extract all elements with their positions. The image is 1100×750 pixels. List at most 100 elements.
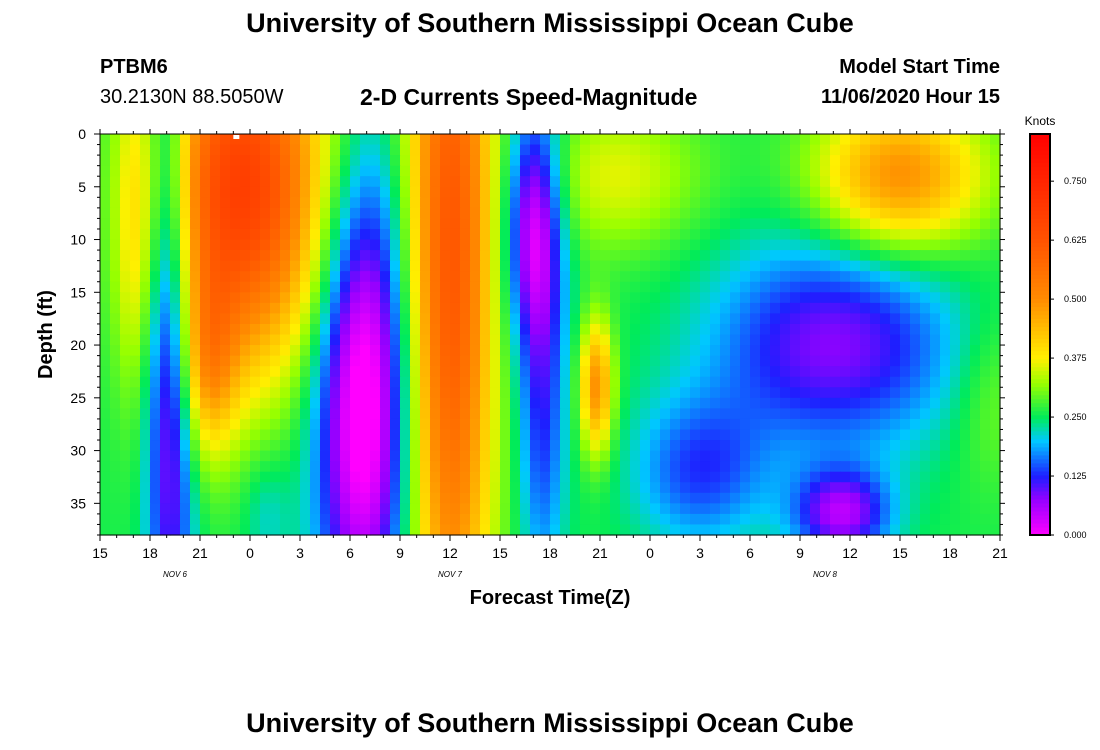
heatmap-cell: [480, 461, 491, 473]
heatmap-cell: [310, 397, 321, 409]
heatmap-cell: [510, 281, 521, 293]
heatmap-cell: [120, 355, 131, 367]
heatmap-cell: [810, 524, 821, 536]
heatmap-cell: [440, 440, 451, 452]
heatmap-cell: [960, 482, 971, 494]
heatmap-cell: [240, 207, 251, 220]
colorbar-swatch: [1030, 150, 1050, 155]
heatmap-cell: [540, 271, 551, 283]
heatmap-cell: [780, 313, 791, 325]
heatmap-cell: [650, 197, 661, 209]
heatmap-cell: [600, 503, 611, 515]
heatmap-cell: [540, 334, 551, 346]
heatmap-cell: [400, 492, 411, 504]
colorbar-swatch: [1030, 466, 1050, 472]
heatmap-cell: [140, 387, 151, 399]
heatmap-cell: [540, 144, 551, 156]
heatmap-cell: [950, 482, 961, 494]
heatmap-cell: [640, 418, 651, 431]
heatmap-cell: [770, 366, 781, 378]
x-tick-label: 15: [92, 545, 108, 561]
heatmap-cell: [110, 155, 121, 167]
heatmap-cell: [860, 176, 871, 188]
heatmap-cell: [550, 271, 561, 283]
heatmap-cell: [510, 271, 521, 283]
heatmap-cell: [440, 197, 451, 209]
heatmap-cell: [930, 292, 941, 304]
heatmap-cell: [520, 376, 531, 388]
heatmap-cell: [730, 429, 741, 441]
heatmap-cell: [180, 302, 191, 314]
heatmap-cell: [580, 376, 591, 388]
heatmap-cell: [980, 134, 991, 146]
heatmap-cell: [510, 228, 521, 241]
heatmap-cell: [980, 461, 991, 473]
heatmap-cell: [180, 440, 191, 452]
heatmap-cell: [330, 281, 341, 293]
heatmap-cell: [770, 144, 781, 156]
heatmap-cell: [600, 281, 611, 293]
heatmap-cell: [980, 408, 991, 420]
heatmap-cell: [860, 292, 871, 304]
colorbar-swatch: [1030, 418, 1050, 424]
heatmap-cell: [630, 345, 641, 357]
heatmap-cell: [650, 450, 661, 462]
heatmap-cell: [280, 471, 291, 483]
heatmap-cell: [600, 228, 611, 241]
heatmap-cell: [510, 176, 521, 188]
heatmap-cell: [270, 176, 281, 188]
heatmap-cell: [500, 281, 511, 293]
heatmap-cell: [770, 323, 781, 336]
heatmap-cell: [810, 418, 821, 431]
heatmap-cell: [570, 260, 581, 272]
heatmap-cell: [790, 461, 801, 473]
heatmap-cell: [680, 197, 691, 209]
heatmap-cell: [720, 429, 731, 441]
heatmap-cell: [780, 176, 791, 188]
heatmap-cell: [730, 313, 741, 325]
heatmap-cell: [740, 218, 751, 230]
heatmap-cell: [860, 250, 871, 262]
heatmap-cell: [480, 408, 491, 420]
heatmap-cell: [600, 524, 611, 536]
heatmap-cell: [840, 260, 851, 272]
heatmap-cell: [740, 260, 751, 272]
heatmap-cell: [840, 239, 851, 251]
heatmap-cell: [580, 513, 591, 526]
heatmap-cell: [810, 503, 821, 515]
heatmap-cell: [610, 281, 621, 293]
heatmap-cell: [390, 524, 401, 536]
heatmap-cell: [140, 503, 151, 515]
heatmap-cell: [230, 218, 241, 230]
heatmap-cell: [640, 207, 651, 220]
heatmap-cell: [540, 429, 551, 441]
heatmap-cell: [990, 408, 1001, 420]
heatmap-cell: [750, 450, 761, 462]
heatmap-cell: [950, 408, 961, 420]
heatmap-cell: [580, 440, 591, 452]
heatmap-cell: [320, 144, 331, 156]
heatmap-cell: [350, 144, 361, 156]
colorbar-swatch: [1030, 214, 1050, 219]
heatmap-cell: [100, 260, 111, 272]
colorbar-swatch: [1030, 290, 1050, 295]
heatmap-cell: [750, 250, 761, 262]
heatmap-cell: [670, 513, 681, 526]
heatmap-cell: [820, 397, 831, 409]
heatmap-cell: [730, 397, 741, 409]
heatmap-cell: [550, 450, 561, 462]
heatmap-cell: [450, 492, 461, 504]
heatmap-cell: [690, 228, 701, 241]
heatmap-cell: [830, 429, 841, 441]
heatmap-cell: [180, 144, 191, 156]
heatmap-cell: [430, 228, 441, 241]
heatmap-cell: [160, 345, 171, 357]
heatmap-cell: [280, 281, 291, 293]
heatmap-cell: [350, 461, 361, 473]
heatmap-cell: [880, 207, 891, 220]
heatmap-cell: [930, 376, 941, 388]
heatmap-cell: [440, 144, 451, 156]
heatmap-cell: [680, 366, 691, 378]
colorbar-swatch: [1030, 326, 1050, 332]
heatmap-cell: [460, 134, 471, 146]
